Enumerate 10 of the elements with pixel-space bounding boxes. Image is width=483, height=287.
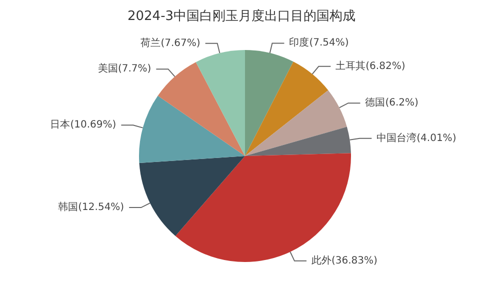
- slice-label: 印度(7.54%): [289, 36, 349, 49]
- slice-label: 中国台湾(4.01%): [376, 132, 456, 144]
- slice-label: 荷兰(7.67%): [140, 36, 200, 49]
- slice-label: 德国(6.2%): [365, 98, 419, 109]
- slice-label: 日本(10.69%): [50, 118, 116, 131]
- chart-title: 2024-3中国白刚玉月度出口目的国构成: [127, 8, 356, 24]
- slice-label: 美国(7.7%): [98, 62, 152, 75]
- slice-label: 韩国(12.54%): [58, 201, 124, 214]
- slice-label: 土耳其(6.82%): [336, 60, 406, 72]
- slice-label: 此外(36.83%): [311, 254, 378, 266]
